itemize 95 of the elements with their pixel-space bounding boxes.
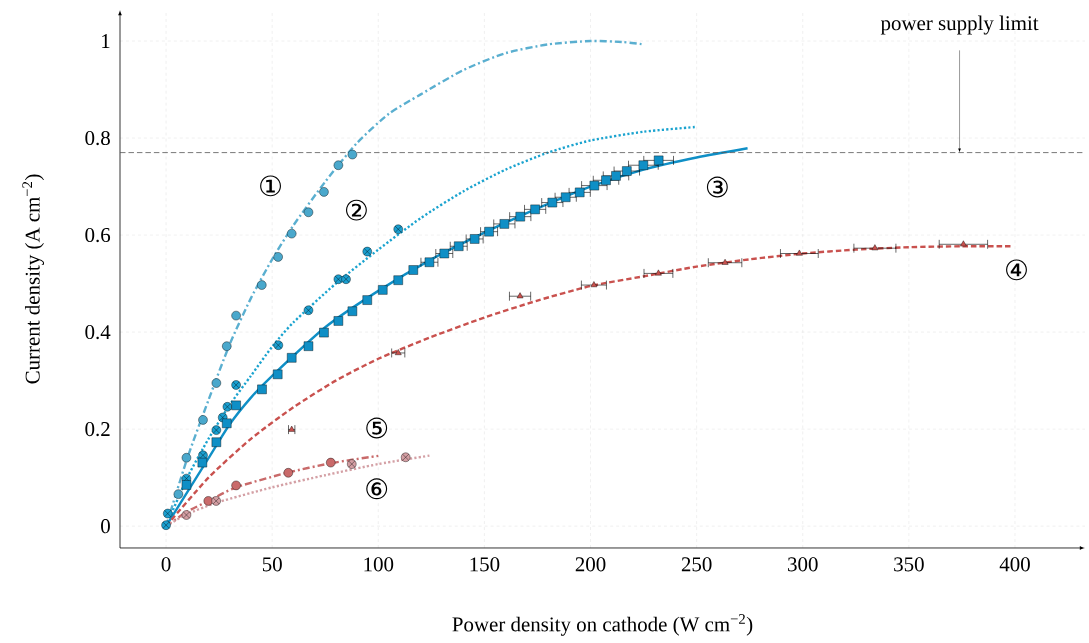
point <box>515 211 525 222</box>
point <box>303 341 314 351</box>
point <box>589 180 600 191</box>
point <box>288 425 296 432</box>
x-tick-label: 150 <box>470 557 500 572</box>
point <box>400 452 411 462</box>
point <box>222 402 233 412</box>
point <box>424 257 435 267</box>
point <box>590 281 598 288</box>
x-tick-label: 300 <box>788 557 818 572</box>
y-tick-label: 1 <box>102 34 110 48</box>
x-tick-label: 100 <box>364 557 394 572</box>
point <box>211 378 222 388</box>
point <box>287 353 297 363</box>
annotation: ② <box>345 199 367 221</box>
point <box>721 258 729 265</box>
point <box>378 285 388 295</box>
point <box>273 252 283 262</box>
point <box>326 457 336 468</box>
point <box>393 224 403 234</box>
point <box>530 204 540 215</box>
x-tick-label: 250 <box>681 557 712 572</box>
point <box>181 480 192 490</box>
point <box>257 280 267 290</box>
x-tick-label: 0 <box>161 557 171 572</box>
point <box>561 192 571 202</box>
point <box>347 459 357 469</box>
point <box>257 384 267 395</box>
y-tick-label: 0.4 <box>85 325 111 340</box>
point <box>871 244 879 251</box>
point <box>161 520 171 530</box>
point <box>960 240 967 247</box>
point <box>319 327 329 338</box>
y-tick-label: 0.6 <box>85 227 111 243</box>
point <box>222 341 232 351</box>
point <box>653 155 664 166</box>
point <box>231 400 241 411</box>
point <box>547 197 557 208</box>
point <box>303 305 314 315</box>
point <box>655 269 662 276</box>
point <box>222 418 232 428</box>
point <box>163 508 173 519</box>
x-tick-label: 50 <box>262 557 282 572</box>
annotation: ① <box>260 175 281 197</box>
x-axis-title: Power density on cathode (W cm$^{−2}$) <box>452 614 753 636</box>
point <box>362 295 372 305</box>
point <box>601 175 611 185</box>
point <box>341 274 351 284</box>
point <box>469 234 480 244</box>
point <box>198 415 208 425</box>
point <box>622 166 632 176</box>
point <box>575 187 585 198</box>
point <box>231 380 241 390</box>
point <box>638 160 649 170</box>
ref-line-label: power supply limit <box>880 15 1039 35</box>
point <box>211 496 221 506</box>
point <box>211 437 222 447</box>
point <box>173 489 184 499</box>
point <box>439 248 449 259</box>
point <box>273 369 283 379</box>
x-tick-label: 400 <box>999 557 1030 572</box>
point <box>231 480 241 491</box>
point <box>347 149 358 160</box>
point <box>484 227 494 237</box>
point <box>796 249 803 256</box>
point <box>362 246 372 257</box>
annotation: ④ <box>1006 259 1027 281</box>
point <box>287 228 297 239</box>
point <box>273 340 284 350</box>
point <box>454 241 464 251</box>
point <box>197 457 208 468</box>
point <box>499 219 510 229</box>
point <box>408 265 418 275</box>
point <box>211 425 222 435</box>
point <box>319 187 329 197</box>
annotation: ⑤ <box>366 417 388 439</box>
y-axis-title: Current density (A cm$^{−2}$) <box>22 174 45 384</box>
annotation: ③ <box>706 176 728 198</box>
point <box>181 453 192 463</box>
point <box>611 171 621 181</box>
point <box>181 510 192 520</box>
point <box>347 306 358 316</box>
point <box>393 275 403 285</box>
annotation: ⑥ <box>366 478 388 500</box>
point <box>333 160 344 170</box>
y-tick-label: 0.2 <box>85 422 110 437</box>
y-tick-label: 0.8 <box>85 130 110 146</box>
x-tick-label: 350 <box>894 557 924 572</box>
point <box>231 310 241 321</box>
point <box>333 316 344 326</box>
y-tick-label: 0 <box>101 519 110 534</box>
point <box>283 468 293 478</box>
point <box>303 207 314 217</box>
point <box>516 292 524 299</box>
x-tick-label: 200 <box>575 557 606 572</box>
